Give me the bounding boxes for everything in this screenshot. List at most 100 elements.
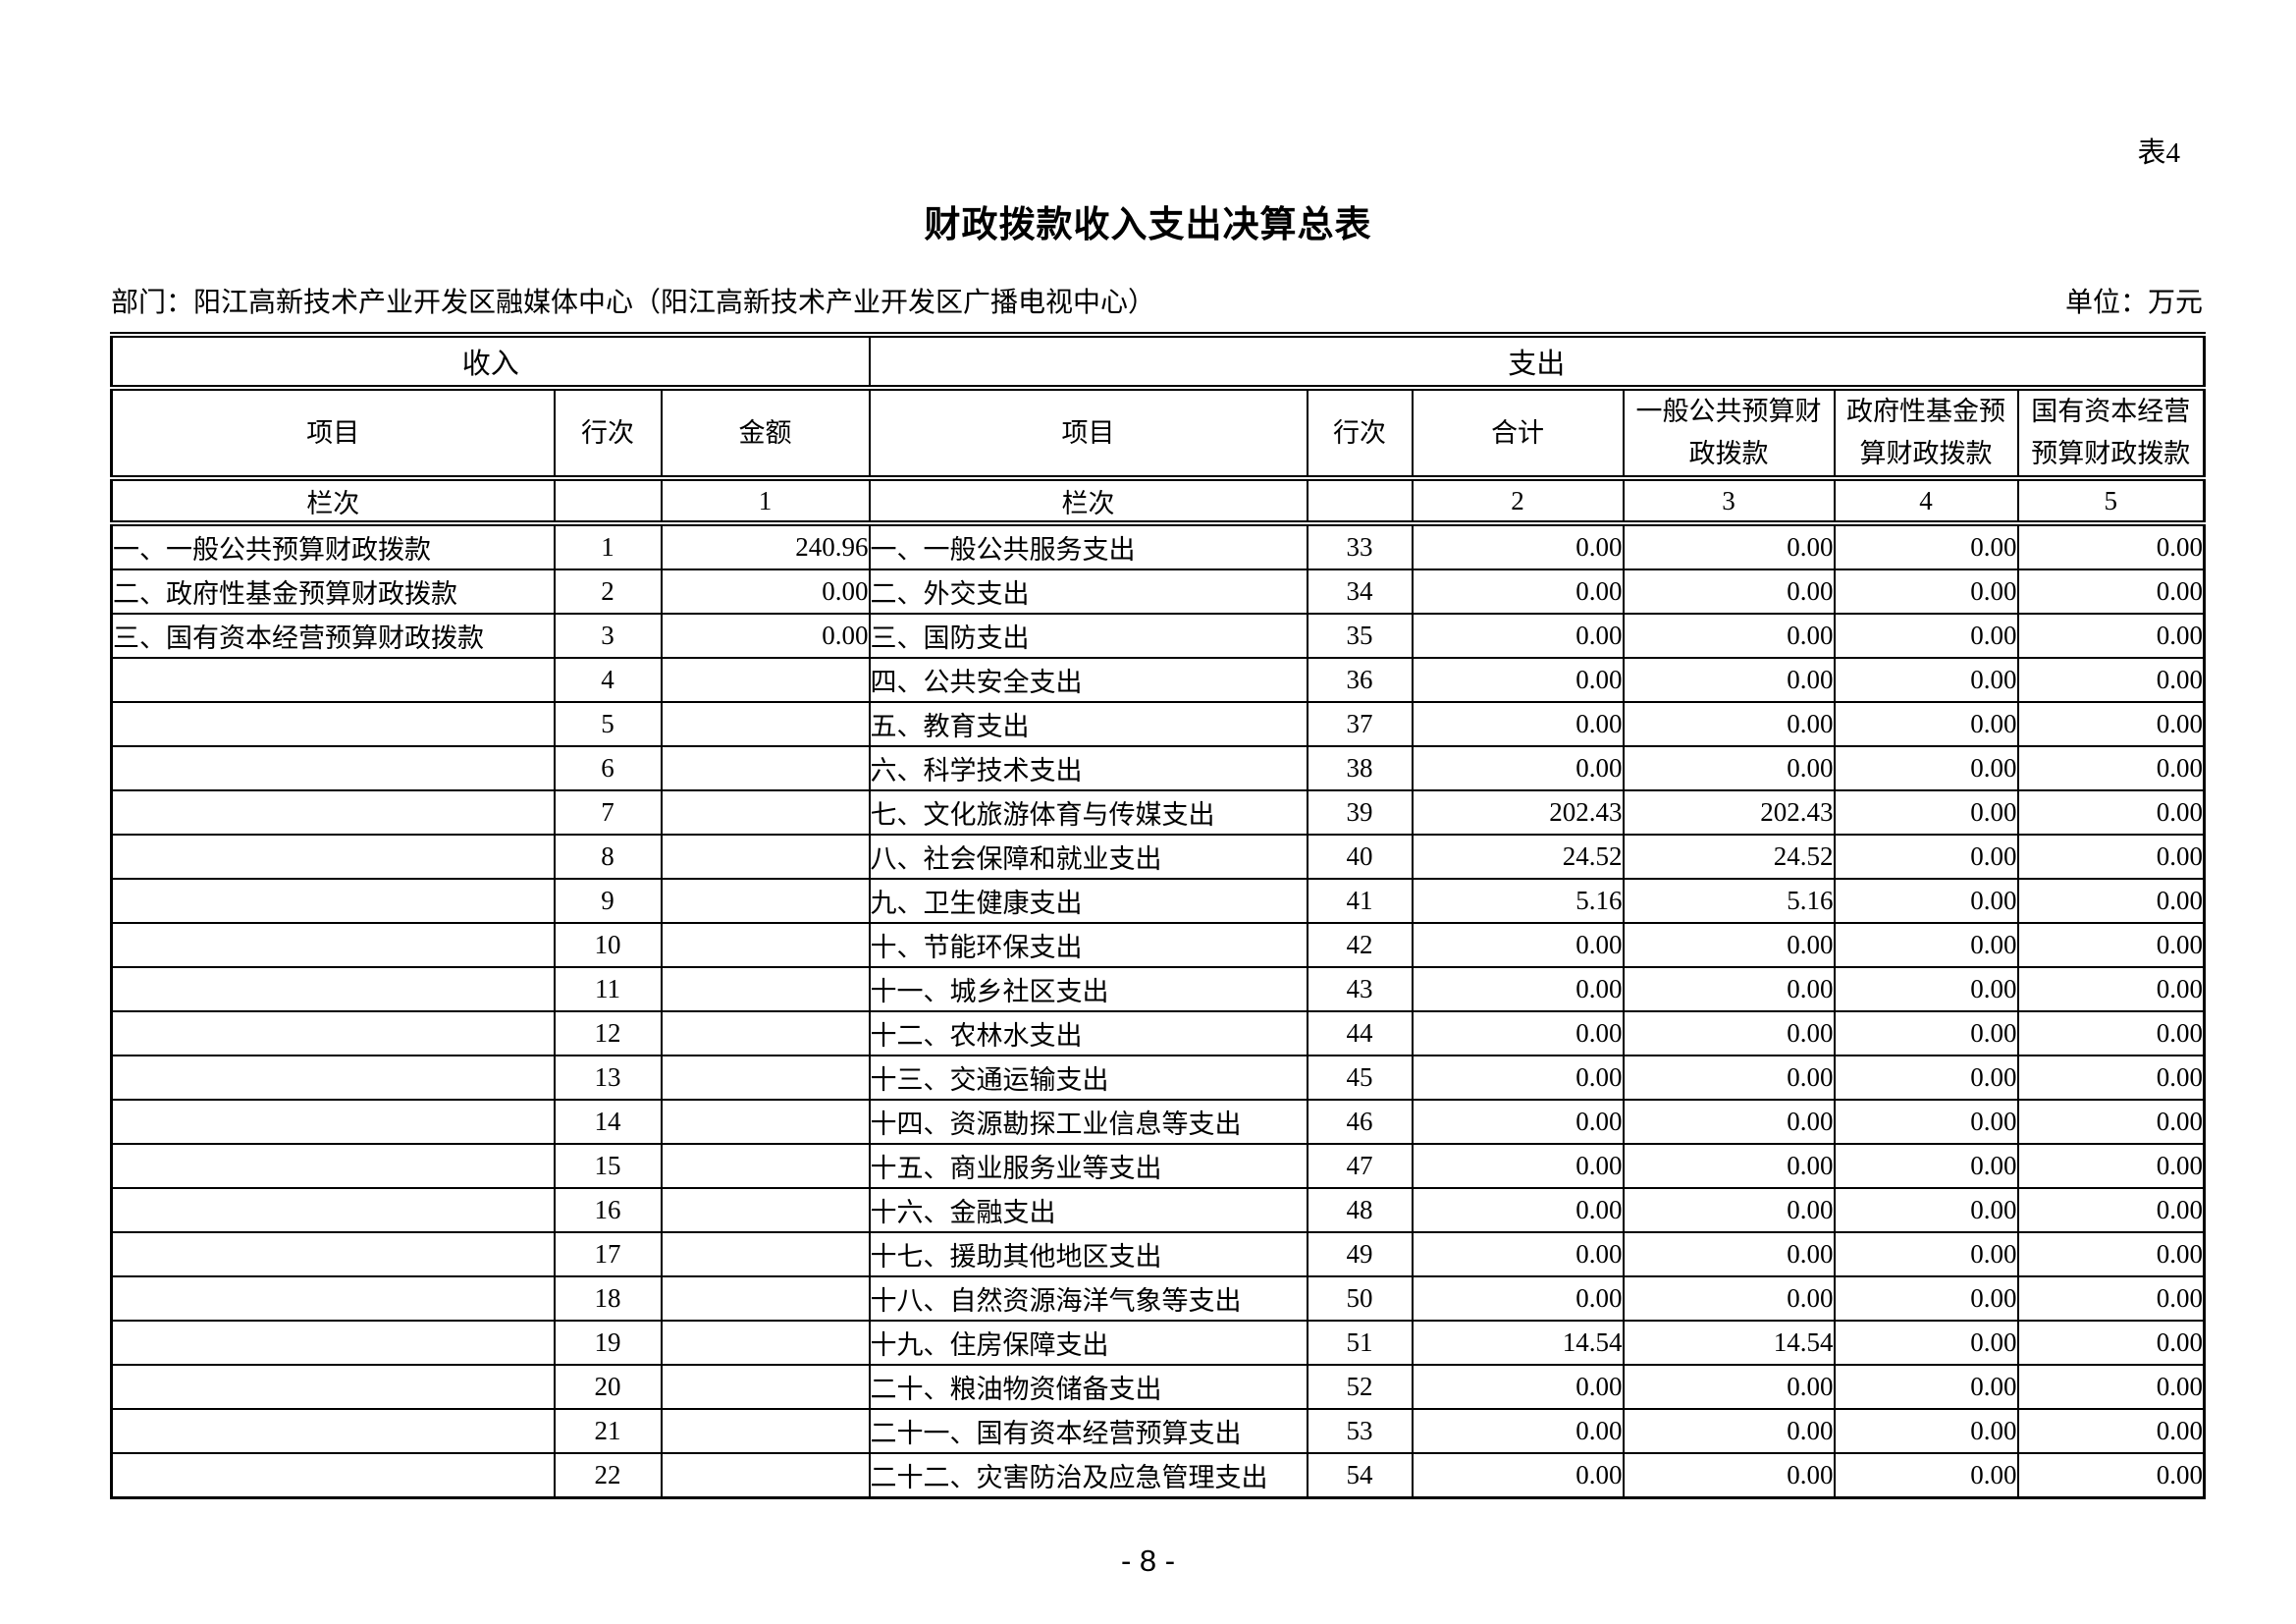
expense-state-capital-cell: 0.00: [2016, 1275, 2206, 1323]
expense-general-budget-header: 一般公共预算财 政拨款: [1622, 386, 1836, 482]
expense-row-number-cell: 36: [1306, 657, 1414, 704]
table-row: 20 二十、粮油物资储备支出 52 0.00 0.00 0.00 0.00: [110, 1364, 2206, 1411]
expense-general-budget-cell: 0.00: [1622, 1143, 1836, 1190]
expense-total-cell: 5.16: [1411, 878, 1625, 925]
income-amount-cell: [660, 1187, 871, 1234]
income-item-cell: 三、国有资本经营预算财政拨款: [110, 613, 556, 660]
column-index-cell: 栏次: [868, 477, 1308, 527]
expense-gov-fund-cell: 0.00: [1833, 1231, 2019, 1278]
table-row: 5 五、教育支出 37 0.00 0.00 0.00 0.00: [110, 701, 2206, 748]
income-item-cell: 二、政府性基金预算财政拨款: [110, 568, 556, 616]
income-amount-cell: [660, 834, 871, 881]
expense-total-cell: 0.00: [1411, 613, 1625, 660]
expense-gov-fund-cell: 0.00: [1833, 1187, 2019, 1234]
expense-total-cell: 0.00: [1411, 1055, 1625, 1102]
income-item-cell: [110, 657, 556, 704]
expense-general-budget-cell: 0.00: [1622, 966, 1836, 1013]
income-section-header: 收入: [110, 334, 871, 391]
expense-state-capital-cell: 0.00: [2016, 657, 2206, 704]
income-amount-cell: [660, 966, 871, 1013]
expense-state-capital-cell: 0.00: [2016, 1452, 2206, 1499]
expense-total-header: 合计: [1411, 386, 1625, 482]
expense-row-number-cell: 42: [1306, 922, 1414, 969]
income-row-number-cell: 6: [553, 745, 663, 792]
expense-gov-fund-cell: 0.00: [1833, 1408, 2019, 1455]
table-row: 4 四、公共安全支出 36 0.00 0.00 0.00 0.00: [110, 657, 2206, 704]
income-item-cell: [110, 1055, 556, 1102]
expense-row-number-cell: 40: [1306, 834, 1414, 881]
table-row: 8 八、社会保障和就业支出 40 24.52 24.52 0.00 0.00: [110, 834, 2206, 881]
page-title: 财政拨款收入支出决算总表: [924, 205, 1372, 245]
expense-total-cell: 0.00: [1411, 922, 1625, 969]
income-item-cell: [110, 1143, 556, 1190]
expense-item-cell: 二、外交支出: [868, 568, 1308, 616]
expense-row-number-cell: 33: [1306, 522, 1414, 571]
income-row-number-cell: 16: [553, 1187, 663, 1234]
income-item-cell: 一、一般公共预算财政拨款: [110, 522, 556, 571]
income-item-cell: [110, 1408, 556, 1455]
expense-state-capital-cell: 0.00: [2016, 834, 2206, 881]
income-row-number-cell: 21: [553, 1408, 663, 1455]
table-row: 14 十四、资源勘探工业信息等支出 46 0.00 0.00 0.00 0.00: [110, 1099, 2206, 1146]
expense-gov-fund-cell: 0.00: [1833, 657, 2019, 704]
page-number: - 8 -: [1120, 1543, 1176, 1578]
column-index-cell: 4: [1833, 477, 2019, 527]
expense-gov-fund-cell: 0.00: [1833, 701, 2019, 748]
expense-row-number-cell: 49: [1306, 1231, 1414, 1278]
expense-total-cell: 0.00: [1411, 745, 1625, 792]
expense-gov-fund-cell: 0.00: [1833, 1099, 2019, 1146]
table-row: 二、政府性基金预算财政拨款 2 0.00 二、外交支出 34 0.00 0.00 0.00 0.…: [110, 568, 2206, 616]
unit-label: 单位：万元: [2064, 288, 2203, 318]
expense-state-capital-cell: 0.00: [2016, 1320, 2206, 1367]
income-item-cell: [110, 1187, 556, 1234]
expense-state-capital-cell: 0.00: [2016, 1364, 2206, 1411]
income-item-cell: [110, 878, 556, 925]
expense-row-number-cell: 34: [1306, 568, 1414, 616]
expense-section-header: 支出: [868, 334, 2206, 391]
expense-state-capital-cell: 0.00: [2016, 922, 2206, 969]
expense-general-budget-cell: 24.52: [1622, 834, 1836, 881]
fiscal-appropriation-table: 收入 支出 项目 行次 金额 项目 行次 合计 一般公共预算财 政拨款 政府性基…: [110, 332, 2207, 1500]
expense-item-cell: 九、卫生健康支出: [868, 878, 1308, 925]
expense-row-number-cell: 51: [1306, 1320, 1414, 1367]
expense-gov-fund-cell: 0.00: [1833, 1452, 2019, 1499]
table-row: 11 十一、城乡社区支出 43 0.00 0.00 0.00 0.00: [110, 966, 2206, 1013]
expense-row-number-cell: 43: [1306, 966, 1414, 1013]
expense-gov-fund-cell: 0.00: [1833, 1364, 2019, 1411]
income-item-cell: [110, 1010, 556, 1057]
expense-gov-fund-cell: 0.00: [1833, 789, 2019, 837]
expense-gov-fund-cell: 0.00: [1833, 1320, 2019, 1367]
column-index-cell: 5: [2016, 477, 2206, 527]
expense-row-number-cell: 41: [1306, 878, 1414, 925]
expense-gov-fund-cell: 0.00: [1833, 834, 2019, 881]
column-index-cell: 2: [1411, 477, 1625, 527]
expense-general-budget-cell: 0.00: [1622, 1099, 1836, 1146]
table-row: 22 二十二、灾害防治及应急管理支出 54 0.00 0.00 0.00 0.00: [110, 1452, 2206, 1499]
income-row-number-cell: 2: [553, 568, 663, 616]
expense-state-capital-cell: 0.00: [2016, 701, 2206, 748]
expense-total-cell: 14.54: [1411, 1320, 1625, 1367]
income-row-number-cell: 9: [553, 878, 663, 925]
expense-general-budget-cell: 0.00: [1622, 745, 1836, 792]
expense-total-cell: 202.43: [1411, 789, 1625, 837]
expense-row-number-cell: 52: [1306, 1364, 1414, 1411]
income-amount-cell: 0.00: [660, 568, 871, 616]
income-row-number-cell: 17: [553, 1231, 663, 1278]
expense-state-capital-cell: 0.00: [2016, 568, 2206, 616]
expense-item-cell: 二十、粮油物资储备支出: [868, 1364, 1308, 1411]
income-amount-cell: [660, 1055, 871, 1102]
expense-state-capital-cell: 0.00: [2016, 1187, 2206, 1234]
income-amount-cell: [660, 745, 871, 792]
expense-item-cell: 十三、交通运输支出: [868, 1055, 1308, 1102]
expense-state-capital-cell: 0.00: [2016, 613, 2206, 660]
table-row: 19 十九、住房保障支出 51 14.54 14.54 0.00 0.00: [110, 1320, 2206, 1367]
expense-general-budget-cell: 0.00: [1622, 613, 1836, 660]
expense-row-number-header: 行次: [1306, 386, 1414, 482]
income-item-cell: [110, 966, 556, 1013]
expense-state-capital-cell: 0.00: [2016, 522, 2206, 571]
column-index-cell: 3: [1622, 477, 1836, 527]
income-item-cell: [110, 1452, 556, 1499]
expense-general-budget-cell: 0.00: [1622, 1231, 1836, 1278]
meta-row: 部门：阳江高新技术产业开发区融媒体中心（阳江高新技术产业开发区广播电视中心） 单…: [111, 281, 2203, 320]
income-item-header: 项目: [110, 386, 556, 482]
